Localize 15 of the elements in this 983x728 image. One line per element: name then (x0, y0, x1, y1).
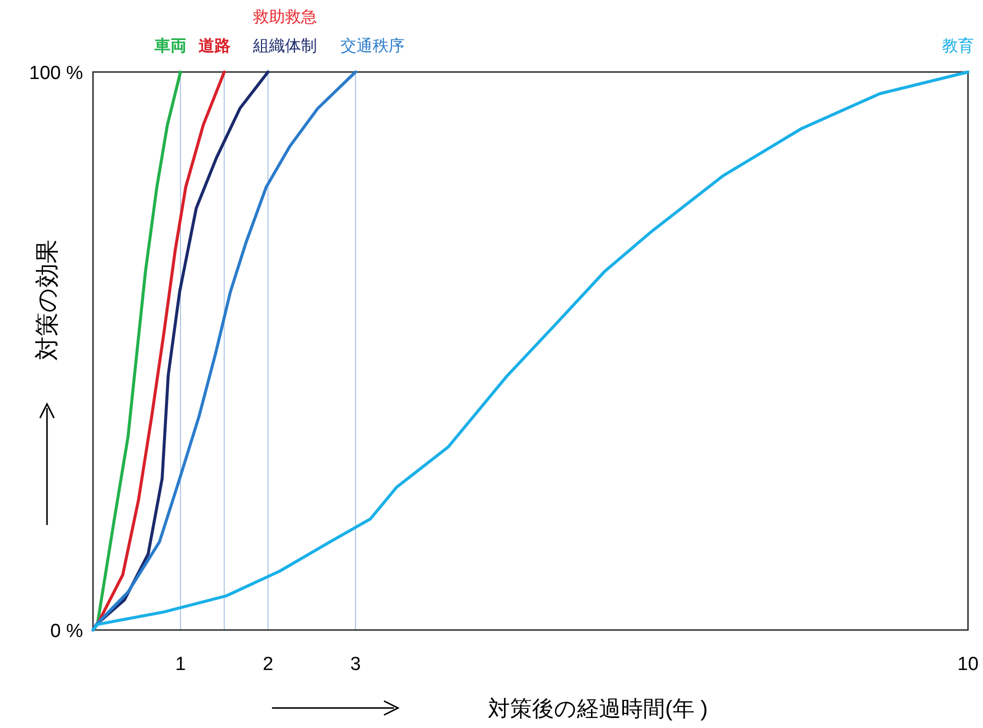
line-series (92, 70, 970, 632)
y-axis-title: 対策の効果 (34, 240, 61, 360)
series-label: 交通秩序 (340, 37, 404, 55)
y-tick-label: 100 % (29, 63, 84, 84)
series-label: 車両 (154, 37, 186, 55)
x-tick-label: 10 (957, 654, 979, 675)
series-label: 道路 (198, 37, 230, 55)
series-label: 組織体制 (252, 37, 317, 55)
x-tick-label: 1 (175, 654, 186, 675)
annotation: 救助救急 (252, 8, 317, 26)
series-label: 教育 (942, 37, 974, 55)
x-tick-label: 2 (262, 654, 274, 675)
x-axis-title: 対策後の経過時間(年 ) (488, 696, 708, 721)
x-tick-label: 3 (350, 654, 361, 675)
y-tick-label: 0 % (50, 621, 84, 642)
